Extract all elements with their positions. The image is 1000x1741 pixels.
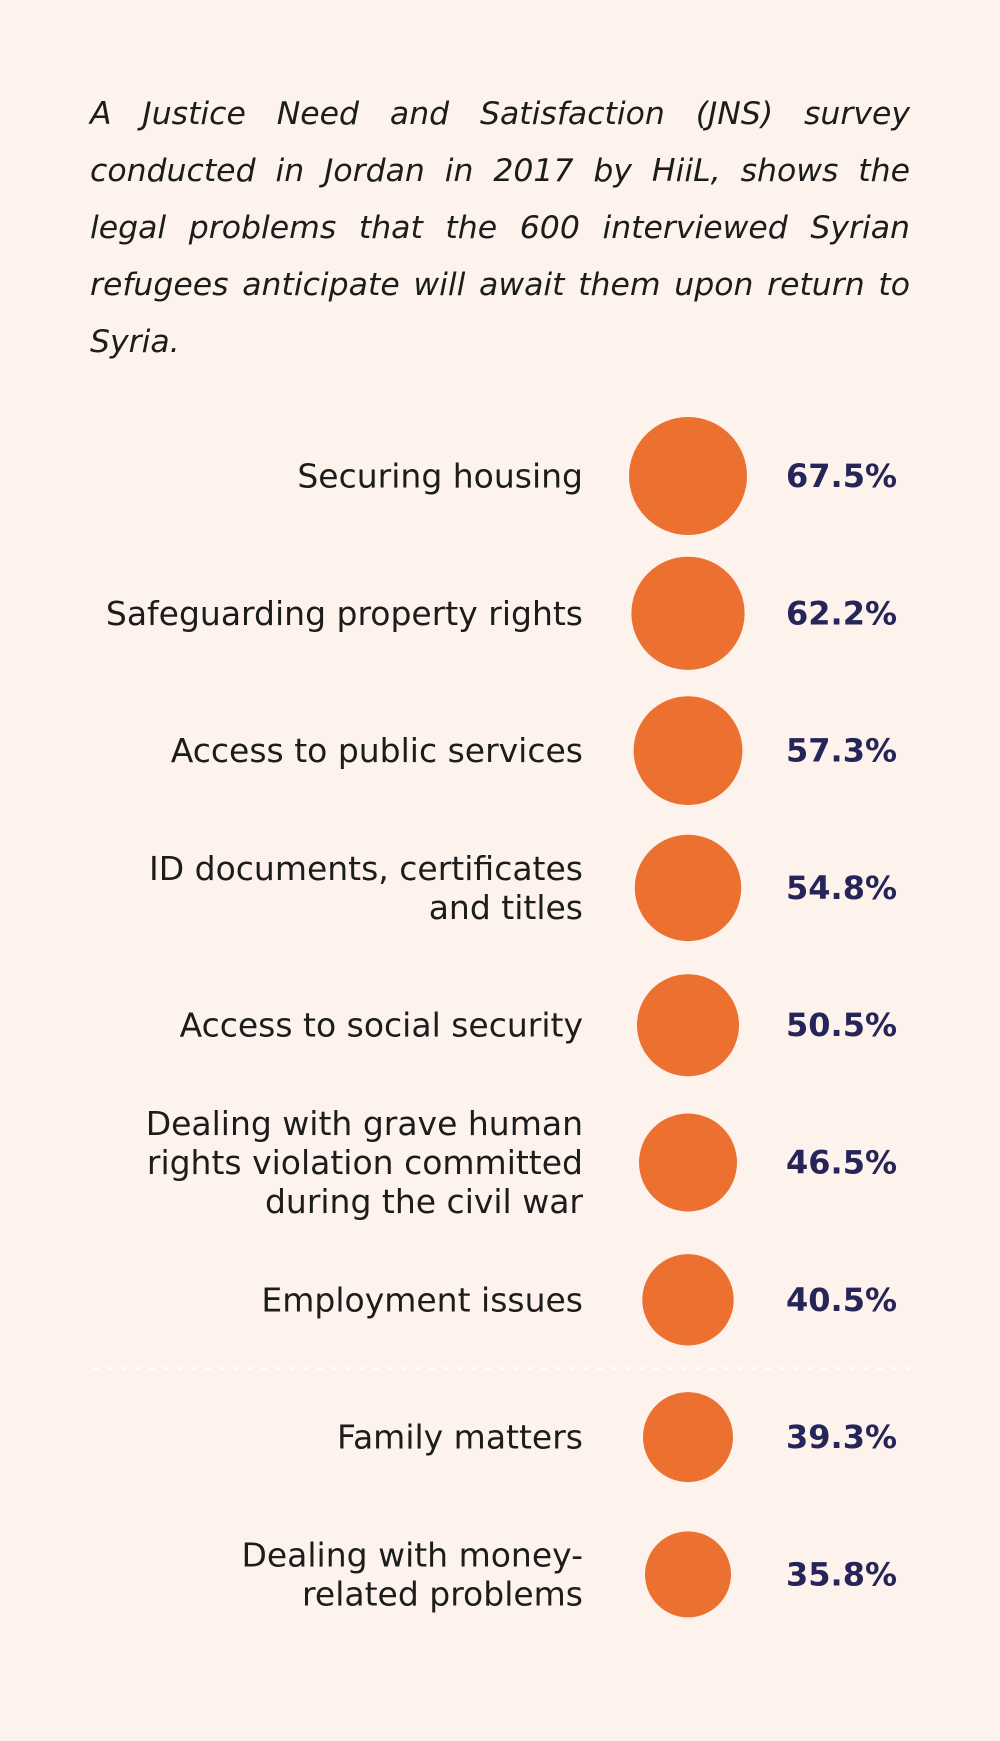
row-value-5: 50.5% bbox=[786, 1006, 897, 1044]
row-value-9: 35.8% bbox=[786, 1555, 897, 1593]
row-value-4: 54.8% bbox=[786, 869, 897, 907]
row-label-line: Dealing with grave human bbox=[146, 1104, 583, 1143]
row-label-1: Securing housing bbox=[297, 457, 583, 496]
row-value-8: 39.3% bbox=[786, 1418, 897, 1456]
row-label-6: Dealing with grave human rights violation… bbox=[146, 1104, 584, 1221]
row-label-line: Securing housing bbox=[297, 457, 583, 496]
row-label-line: Access to social security bbox=[180, 1006, 583, 1045]
bubble-3 bbox=[633, 696, 743, 805]
bubble-4 bbox=[634, 834, 742, 942]
row-label-line: related problems bbox=[302, 1574, 583, 1613]
bubble-1 bbox=[629, 417, 747, 535]
row-label-9: Dealing with money-related problems bbox=[241, 1535, 583, 1613]
bubble-6 bbox=[639, 1113, 737, 1212]
row-label-7: Employment issues bbox=[261, 1280, 583, 1319]
row-label-line: and titles bbox=[429, 888, 583, 927]
row-label-line: Employment issues bbox=[261, 1280, 583, 1319]
row-label-line: during the civil war bbox=[265, 1182, 583, 1221]
bubble-8 bbox=[643, 1392, 733, 1483]
row-value-7: 40.5% bbox=[786, 1281, 897, 1319]
row-value-3: 57.3% bbox=[786, 732, 897, 770]
row-label-5: Access to social security bbox=[180, 1006, 583, 1045]
row-label-4: ID documents, certificates and titles bbox=[149, 849, 583, 927]
row-label-line: Dealing with money- bbox=[241, 1535, 583, 1574]
row-label-line: ID documents, certificates bbox=[149, 849, 583, 888]
bubble-2 bbox=[631, 556, 745, 670]
row-label-line: rights violation committed bbox=[147, 1143, 583, 1182]
row-value-2: 62.2% bbox=[786, 594, 897, 632]
intro-text: A Justice Need and Satisfaction (JNS) su… bbox=[90, 96, 910, 360]
row-label-8: Family matters bbox=[337, 1418, 583, 1457]
row-label-3: Access to public services bbox=[171, 731, 583, 770]
row-label-line: Family matters bbox=[337, 1418, 583, 1457]
bubble-9 bbox=[645, 1531, 731, 1618]
row-value-1: 67.5% bbox=[786, 457, 897, 495]
bubble-5 bbox=[637, 974, 739, 1077]
bubble-7 bbox=[642, 1254, 734, 1346]
row-value-6: 46.5% bbox=[786, 1144, 897, 1182]
row-label-line: Access to public services bbox=[171, 731, 583, 770]
row-label-line: Safeguarding property rights bbox=[106, 594, 583, 633]
row-label-2: Safeguarding property rights bbox=[106, 594, 583, 633]
